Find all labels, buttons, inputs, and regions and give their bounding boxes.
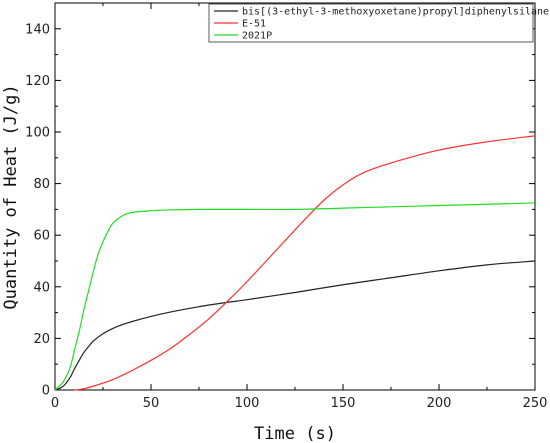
x-axis-ticks: 0 50 100 150 200 250 (51, 3, 548, 411)
x-tick-label: 150 (331, 396, 356, 411)
y-tick-label: 120 (25, 74, 50, 89)
y-tick-label: 0 (42, 384, 50, 399)
y-axis-ticks: 0 20 40 60 80 100 120 140 (25, 22, 535, 399)
x-axis-title: Time (s) (254, 424, 336, 443)
x-tick-label: 100 (235, 396, 260, 411)
series-line-0 (54, 260, 536, 391)
legend: bis[(3-ethyl-3-methoxyoxetane)propyl]dip… (208, 3, 549, 43)
y-axis-title: Quantity of Heat (J/g) (1, 84, 21, 309)
series-line-2 (54, 202, 536, 391)
y-tick-label: 40 (33, 280, 50, 295)
legend-label-2: 2021P (242, 31, 272, 42)
y-tick-label: 60 (33, 229, 50, 244)
y-tick-label: 80 (33, 177, 50, 192)
y-tick-label: 100 (25, 126, 50, 141)
x-tick-label: 250 (523, 396, 548, 411)
series-lines (54, 135, 536, 391)
legend-label-0: bis[(3-ethyl-3-methoxyoxetane)propyl]dip… (242, 7, 549, 18)
y-tick-label: 20 (33, 332, 50, 347)
x-tick-label: 0 (51, 396, 59, 411)
series-line-1 (74, 135, 536, 391)
legend-box (208, 3, 534, 43)
x-tick-label: 200 (427, 396, 452, 411)
y-tick-label: 140 (25, 22, 50, 37)
plot-area (54, 2, 536, 391)
legend-label-1: E-51 (242, 19, 266, 30)
x-tick-label: 50 (143, 396, 160, 411)
